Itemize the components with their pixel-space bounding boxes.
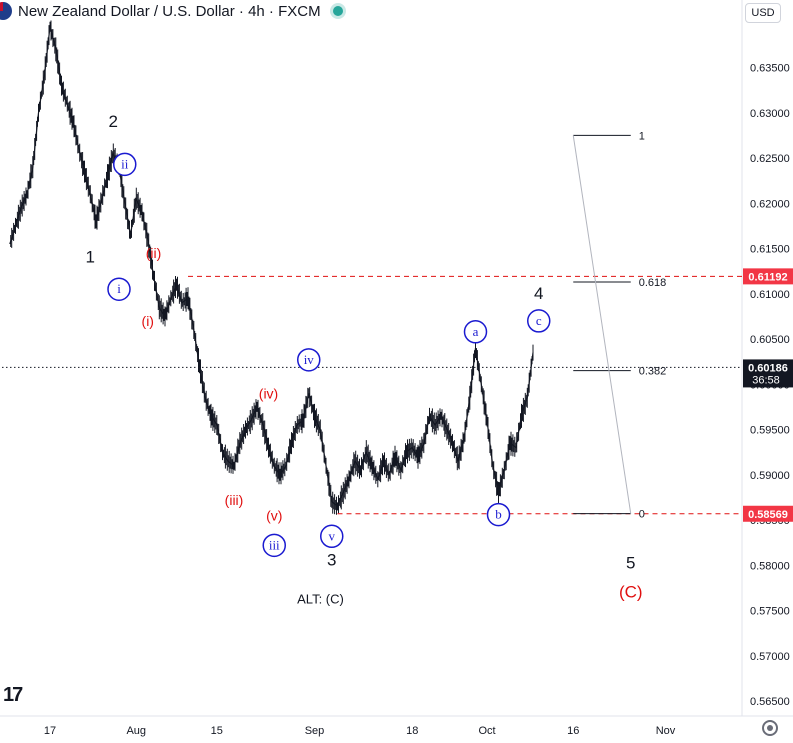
wave-circle [463,320,488,344]
price-badge [743,268,793,285]
y-tick-label: 0.63500 [750,63,790,75]
wave-label: (v) [266,507,282,523]
tradingview-logo[interactable]: 17 [3,684,23,706]
y-tick-label: 0.58000 [750,560,790,572]
x-tick-label: 15 [211,725,223,737]
y-tick-label: 0.62000 [750,198,790,210]
x-tick-label: 16 [567,725,579,737]
y-tick-label: 0.59000 [750,470,790,482]
y-tick-label: 0.59500 [750,425,790,437]
price-badge [743,505,793,522]
price-line [9,26,534,508]
gear-icon[interactable] [762,720,778,736]
wave-label: i [117,281,121,296]
wave-label: 4 [534,284,543,303]
y-tick-label: 0.60500 [750,334,790,346]
currency-selector[interactable]: USD [745,3,781,23]
y-tick-label: 0.61000 [750,289,790,301]
alt-annotation: ALT: (C) [297,592,344,607]
wave-circle [320,524,344,549]
wave-label: (iv) [259,385,278,401]
price-badge-label: 0.58569 [748,509,788,521]
wave-label: ii [121,156,129,171]
x-tick-label: 17 [44,725,56,737]
wave-label: iv [304,352,315,367]
wave-label: 3 [327,551,336,570]
wave-label: (iii) [225,492,244,508]
x-tick-label: 18 [406,725,418,737]
wave-circle [107,277,131,301]
fib-level-label: 1 [639,130,645,142]
fib-level-label: 0.382 [639,366,667,378]
price-badge-label: 0.60186 [748,362,788,374]
wave-circle [486,502,511,527]
wave-circle [527,309,551,333]
x-tick-label: Nov [656,725,676,737]
fib-level-label: 0.618 [639,277,667,289]
market-status-icon [332,6,343,16]
price-badge-label: 0.61192 [748,271,787,283]
nzd-flag-icon [0,2,12,20]
wave-label: v [329,528,336,543]
x-tick-label: Oct [478,725,495,737]
wave-label: (C) [619,582,643,601]
wave-circle [113,152,137,177]
wave-label: (i) [142,313,154,329]
symbol-title[interactable]: New Zealand Dollar / U.S. Dollar · 4h · … [18,2,321,20]
x-tick-label: Aug [126,725,146,737]
y-tick-label: 0.57000 [750,651,790,663]
y-tick-label: 0.61500 [750,244,790,256]
wave-label: b [495,507,502,522]
x-tick-label: Sep [305,725,325,737]
price-badge [743,359,793,388]
wave-label: a [473,324,479,339]
countdown-label: 36:58 [752,374,780,386]
wave-circle [297,348,321,372]
wave-label: c [536,313,542,328]
y-tick-label: 0.62500 [750,153,790,165]
wave-circle [262,533,286,558]
wave-label: 1 [86,248,95,267]
y-tick-label: 0.56500 [750,696,790,708]
wave-label: 5 [626,553,635,572]
fib-level-label: 0 [639,509,645,521]
y-tick-label: 0.63000 [750,108,790,120]
wave-label: iii [269,537,280,552]
fib-connector [572,135,632,514]
chart-header: New Zealand Dollar / U.S. Dollar · 4h · … [0,0,343,22]
y-tick-label: 0.57500 [750,606,790,618]
wave-label: 2 [109,112,118,131]
wave-label: (ii) [146,245,162,261]
